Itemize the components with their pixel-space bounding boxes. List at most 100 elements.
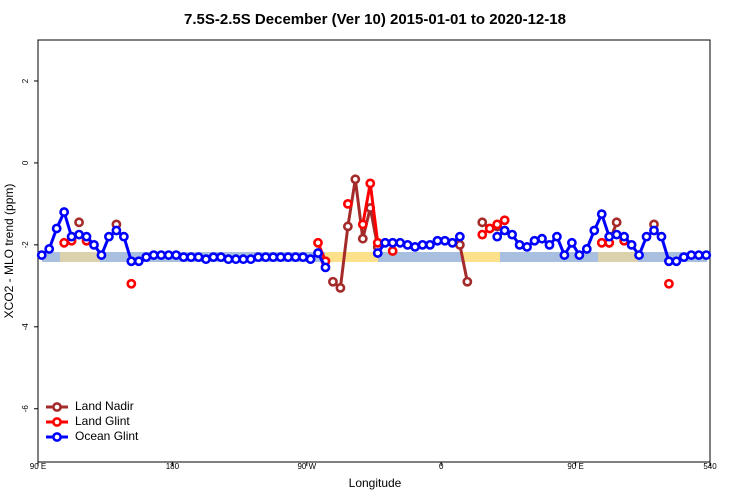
series <box>36 207 712 273</box>
land-ocean-strip <box>42 252 707 262</box>
point <box>148 250 159 260</box>
point <box>89 239 99 250</box>
point <box>365 178 376 189</box>
point <box>604 231 615 242</box>
point <box>492 219 503 230</box>
point <box>357 233 368 244</box>
point <box>186 252 196 263</box>
point <box>51 223 62 234</box>
point <box>283 252 294 263</box>
point <box>104 231 114 242</box>
point <box>216 252 226 263</box>
point <box>126 256 137 267</box>
x-tick-label: 90 W <box>297 462 316 471</box>
point <box>678 252 689 263</box>
point <box>589 225 600 236</box>
y-tick-label: -2 <box>21 241 30 249</box>
point <box>492 231 503 242</box>
point <box>342 221 353 232</box>
point <box>133 256 144 267</box>
point <box>499 225 510 236</box>
legend-marker <box>52 432 62 442</box>
point <box>552 231 562 242</box>
point <box>454 231 465 242</box>
plot-frame <box>37 39 711 463</box>
legend-label: Ocean Glint <box>75 429 139 443</box>
point <box>671 256 682 267</box>
land-strip <box>325 252 378 262</box>
point <box>596 209 607 220</box>
point <box>522 242 532 252</box>
point <box>156 250 167 260</box>
point <box>641 231 652 242</box>
point <box>387 237 398 248</box>
point <box>664 278 674 289</box>
series-line <box>64 183 669 283</box>
point <box>574 250 585 260</box>
point <box>380 237 391 248</box>
point <box>171 250 182 260</box>
x-tick-label: 90 E <box>30 462 46 471</box>
point <box>514 239 525 250</box>
point <box>268 252 279 263</box>
point <box>36 250 47 260</box>
point <box>313 237 323 248</box>
point <box>432 235 443 246</box>
land-strip <box>462 252 500 262</box>
point <box>335 282 346 293</box>
point <box>410 242 420 252</box>
point <box>290 252 301 263</box>
point <box>484 223 495 234</box>
point <box>634 250 644 260</box>
point <box>656 231 667 242</box>
point <box>686 250 697 260</box>
point <box>611 217 622 228</box>
point <box>74 217 84 228</box>
legend-label: Land Nadir <box>75 399 134 413</box>
point <box>201 254 211 265</box>
land-strip <box>60 252 100 262</box>
point <box>596 237 607 248</box>
x-tick-label: 540 <box>703 462 717 471</box>
point <box>141 252 152 263</box>
x-tick-label: 180 <box>166 462 180 471</box>
point <box>529 235 540 246</box>
chart-title: 7.5S-2.5S December (Ver 10) 2015-01-01 t… <box>184 11 566 28</box>
point <box>178 252 189 263</box>
legend-label: Land Glint <box>75 414 130 428</box>
point <box>440 235 450 246</box>
point <box>44 244 55 254</box>
x-tick-label: 90 E <box>567 462 583 471</box>
point <box>350 174 361 185</box>
point <box>275 252 286 263</box>
x-axis-title: Longitude <box>349 476 402 490</box>
point <box>566 237 577 248</box>
point <box>447 237 458 248</box>
land-strip <box>598 252 638 262</box>
point <box>163 250 174 260</box>
point <box>111 225 122 236</box>
point <box>193 252 204 263</box>
point <box>649 225 659 236</box>
point <box>313 248 323 258</box>
point <box>611 229 622 240</box>
point <box>372 237 383 248</box>
point <box>208 252 219 263</box>
point <box>59 237 70 248</box>
point <box>507 229 518 240</box>
point <box>305 254 316 265</box>
point <box>372 248 383 258</box>
point <box>402 239 413 250</box>
point <box>581 244 592 254</box>
series <box>61 180 673 288</box>
point <box>425 239 435 250</box>
point <box>619 231 630 242</box>
point <box>328 276 338 287</box>
point <box>559 250 570 260</box>
point <box>477 217 488 228</box>
point <box>230 254 241 265</box>
y-axis-title: XCO2 - MLO trend (ppm) <box>2 184 16 319</box>
y-tick-label: -4 <box>21 323 30 331</box>
